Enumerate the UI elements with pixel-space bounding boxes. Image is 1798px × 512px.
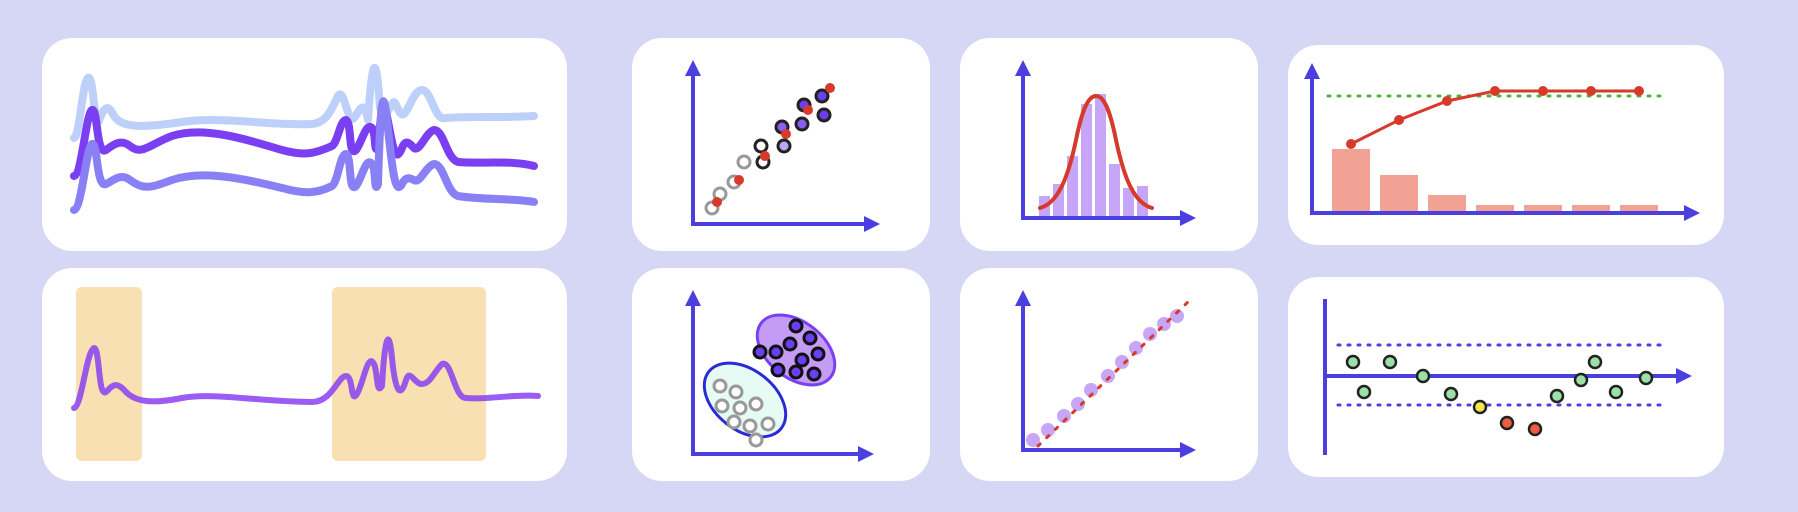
spectrum-dark xyxy=(70,104,538,180)
spectrum-mid xyxy=(70,97,538,214)
cluster-a-points xyxy=(712,378,776,448)
pareto-cumulative-line xyxy=(1350,89,1639,146)
qq-points xyxy=(1026,309,1184,447)
qq-plot-icon xyxy=(1015,290,1196,458)
overlaid-spectra-icon xyxy=(70,64,538,214)
pareto-axes xyxy=(1304,63,1700,221)
qq-card xyxy=(960,268,1258,481)
highlight-region-left xyxy=(76,287,142,461)
pareto-chart-icon xyxy=(1304,63,1700,221)
control-points xyxy=(1345,354,1654,437)
highlighted-regions-card xyxy=(42,268,567,481)
qq-reference-line xyxy=(1036,298,1192,448)
cluster-b-points xyxy=(752,318,826,382)
control-chart-icon xyxy=(1323,299,1692,455)
signal-trace xyxy=(71,336,541,411)
histogram-normal-curve-icon xyxy=(1015,60,1196,226)
pareto-card xyxy=(1288,45,1724,245)
spectrum-light xyxy=(70,64,538,142)
pareto-bars xyxy=(1332,149,1658,211)
pareto-cumulative-points xyxy=(1346,86,1644,149)
cluster-ellipses-icon xyxy=(685,290,874,462)
highlighted-peak-regions-icon xyxy=(71,287,541,461)
scatter-points xyxy=(704,83,835,216)
scatter-correlation-icon xyxy=(685,60,880,232)
overlaid-spectra-card xyxy=(42,38,567,251)
scatter-axes xyxy=(685,60,880,232)
qq-axes xyxy=(1015,290,1196,458)
cluster-card xyxy=(632,268,930,481)
normal-curve xyxy=(1038,93,1154,210)
control-chart-card xyxy=(1288,277,1724,477)
hist-axes xyxy=(1015,60,1196,226)
scatter-card xyxy=(632,38,930,251)
histogram-card xyxy=(960,38,1258,251)
cluster-axes xyxy=(685,290,874,462)
